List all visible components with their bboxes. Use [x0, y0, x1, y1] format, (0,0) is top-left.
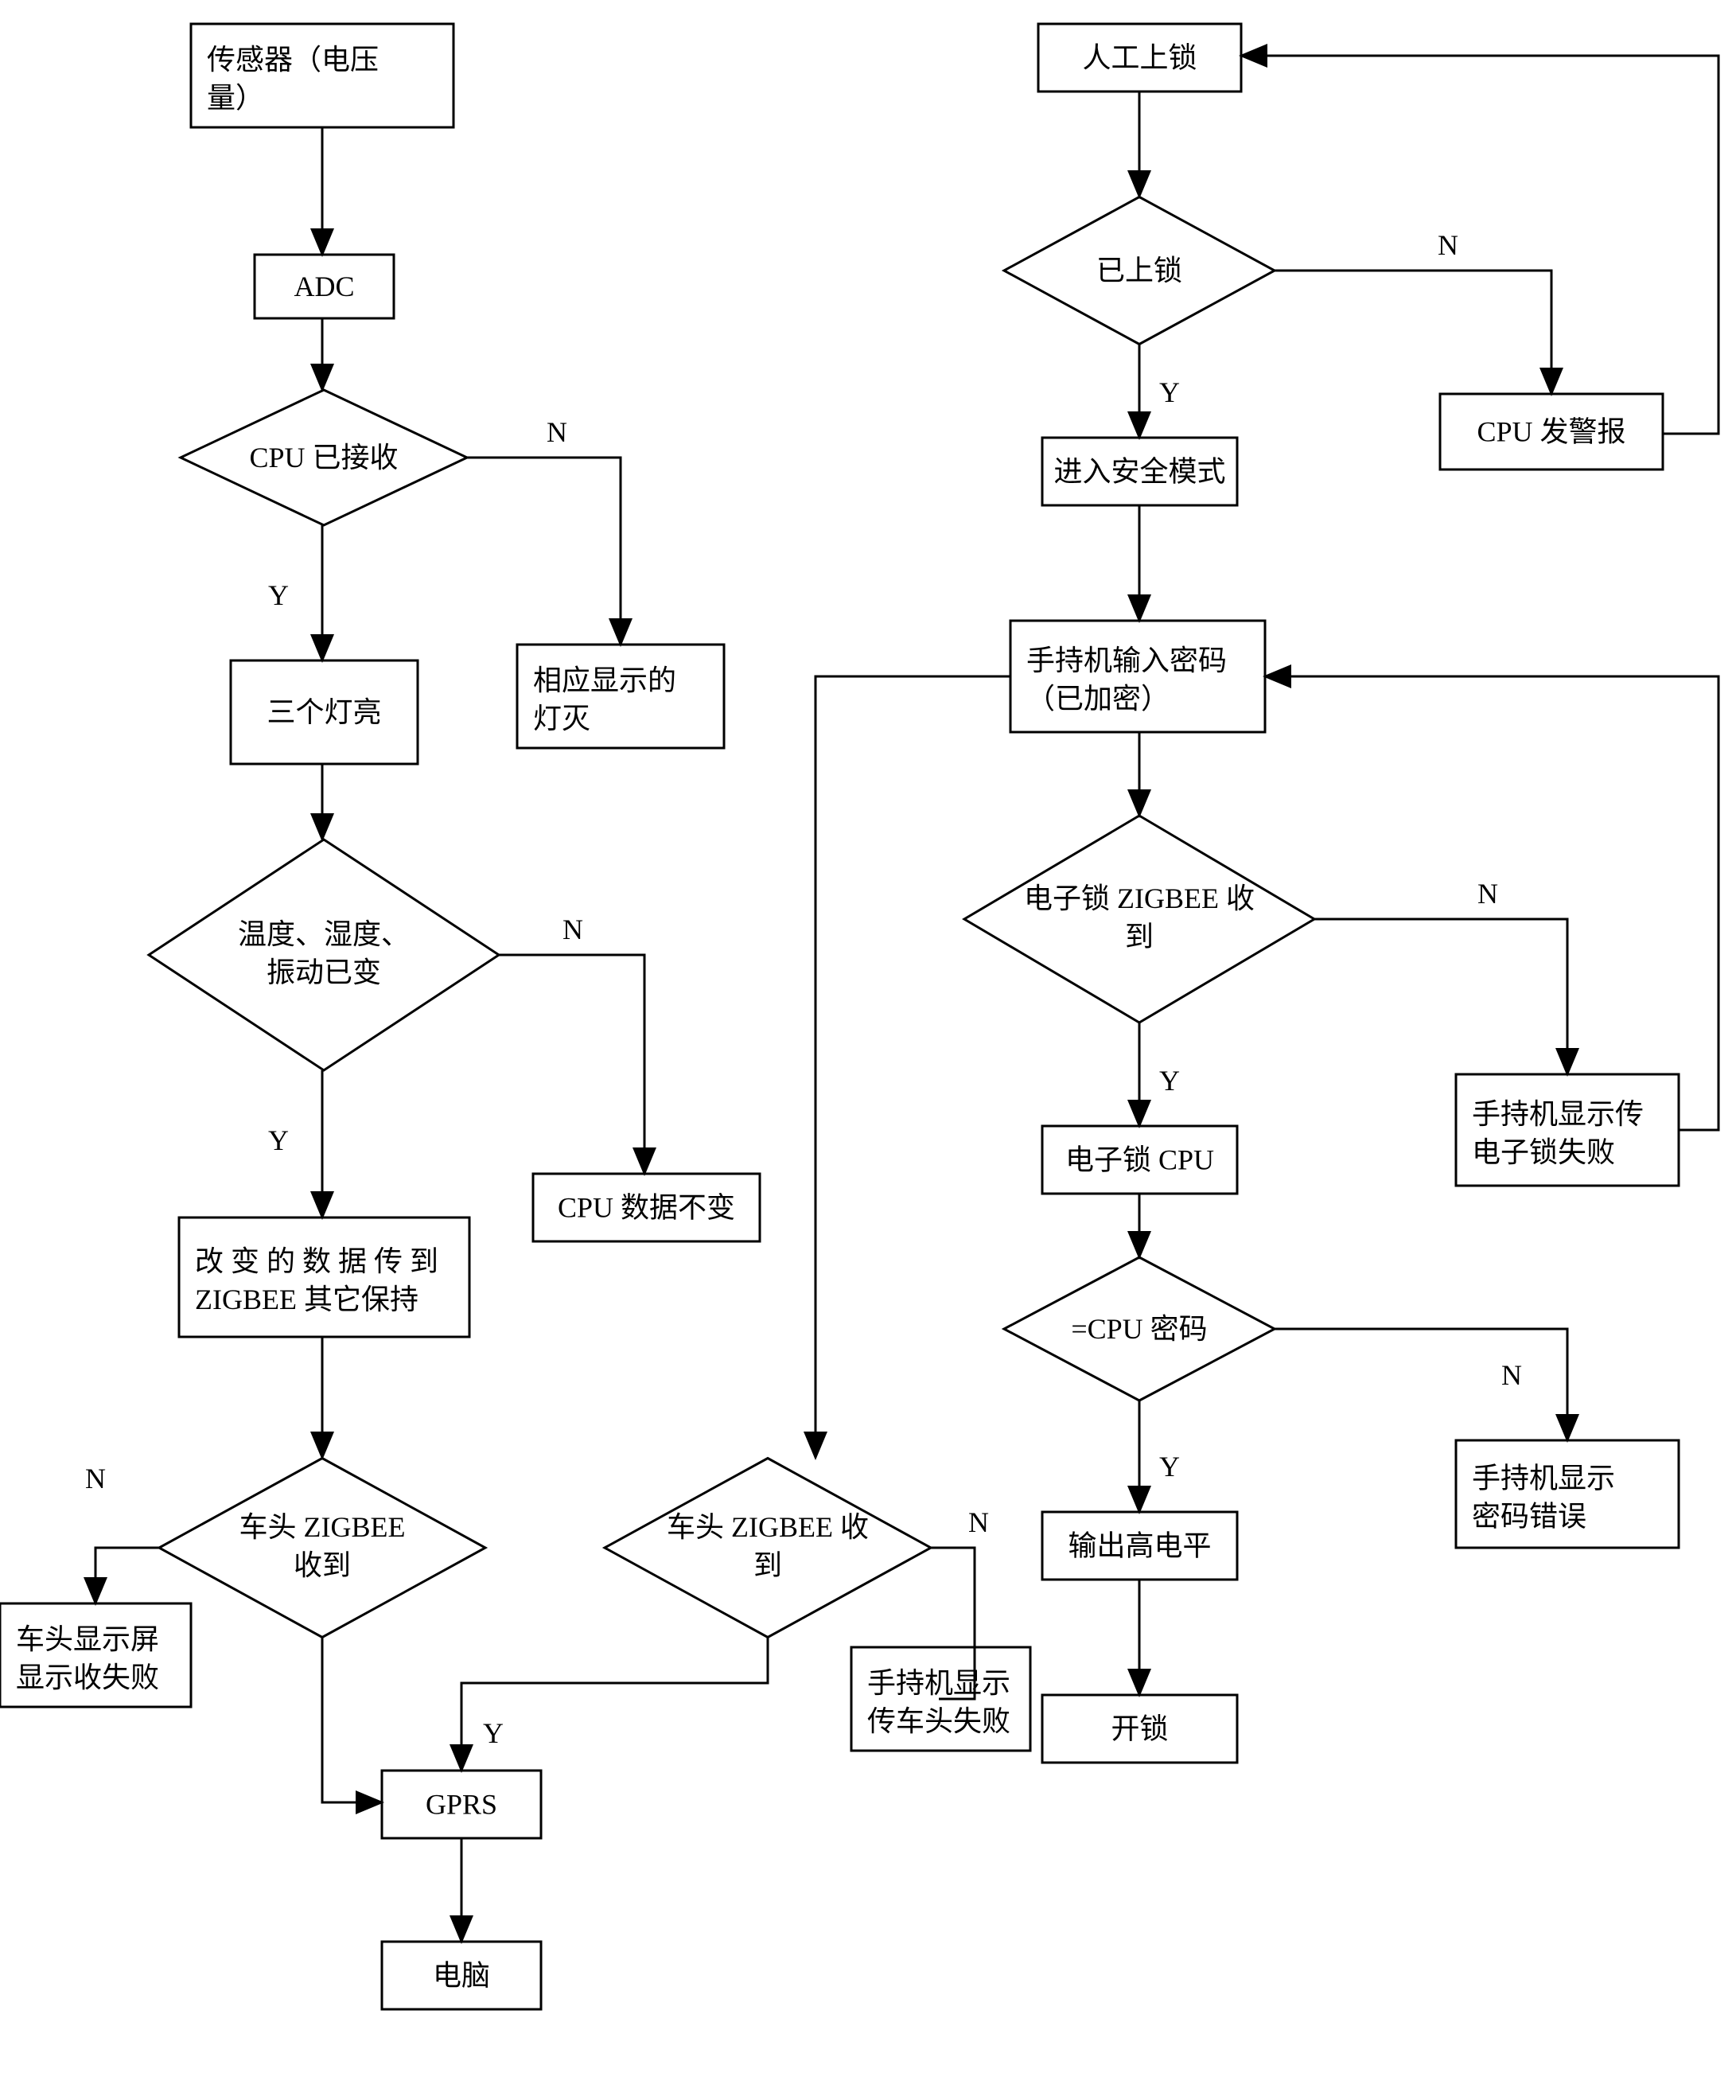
- svg-text:相应显示的: 相应显示的: [533, 664, 676, 696]
- svg-text:收到: 收到: [294, 1549, 351, 1581]
- edge-label: N: [968, 1506, 989, 1538]
- edge-label: Y: [1159, 1065, 1180, 1097]
- node-n8: 车头 ZIGBEE 收到: [605, 1459, 931, 1638]
- svg-text:电子锁 ZIGBEE 收: 电子锁 ZIGBEE 收: [1024, 882, 1255, 914]
- svg-text:CPU 发警报: CPU 发警报: [1477, 416, 1625, 448]
- edge: [95, 1548, 159, 1603]
- edge-label: Y: [1159, 1451, 1180, 1482]
- node-m2b: CPU 发警报: [1440, 394, 1663, 469]
- svg-text:到: 到: [1125, 921, 1154, 953]
- edge-label: N: [1501, 1359, 1522, 1391]
- edge-label: Y: [483, 1717, 504, 1749]
- svg-text:车头 ZIGBEE 收: 车头 ZIGBEE 收: [667, 1511, 869, 1543]
- svg-text:温度、湿度、: 温度、湿度、: [238, 918, 410, 950]
- edge-label: N: [1438, 229, 1458, 261]
- node-m5: 电子锁 ZIGBEE 收到: [964, 816, 1314, 1023]
- svg-text:（已加密）: （已加密）: [1026, 683, 1170, 715]
- svg-text:CPU 数据不变: CPU 数据不变: [558, 1192, 735, 1224]
- edge: [499, 955, 644, 1174]
- svg-text:手持机显示: 手持机显示: [867, 1667, 1010, 1699]
- node-n4b: 相应显示的灯灭: [517, 645, 724, 748]
- svg-text:振动已变: 振动已变: [267, 956, 381, 988]
- svg-text:显示收失败: 显示收失败: [16, 1662, 159, 1693]
- svg-text:GPRS: GPRS: [426, 1789, 497, 1821]
- node-n5: 温度、湿度、振动已变: [149, 840, 499, 1070]
- edge-label: N: [562, 914, 583, 945]
- node-n9: GPRS: [382, 1771, 541, 1838]
- node-n3: CPU 已接收: [181, 390, 467, 525]
- svg-text:到: 到: [753, 1549, 782, 1581]
- svg-text:手持机显示传: 手持机显示传: [1472, 1098, 1644, 1130]
- node-m1: 人工上锁: [1038, 24, 1241, 92]
- svg-text:输出高电平: 输出高电平: [1068, 1530, 1211, 1562]
- edge-label: N: [1477, 878, 1498, 910]
- svg-text:电子锁失败: 电子锁失败: [1472, 1136, 1615, 1168]
- edge-label: Y: [1159, 376, 1180, 408]
- edge: [322, 1638, 382, 1802]
- svg-text:电子锁 CPU: 电子锁 CPU: [1065, 1144, 1214, 1176]
- flowchart-canvas: 传感器（电压量） ADC CPU 已接收三个灯亮 相应显示的灯灭温度、湿度、振动已变改…: [0, 0, 1736, 2100]
- svg-text:车头 ZIGBEE: 车头 ZIGBEE: [239, 1511, 406, 1543]
- node-n7b: 车头显示屏显示收失败: [0, 1603, 191, 1707]
- svg-text:=CPU 密码: =CPU 密码: [1071, 1313, 1207, 1345]
- svg-text:量）: 量）: [207, 82, 264, 114]
- svg-text:三个灯亮: 三个灯亮: [267, 696, 381, 728]
- svg-text:密码错误: 密码错误: [1472, 1501, 1586, 1533]
- edge-label: Y: [268, 579, 289, 611]
- edge: [1241, 56, 1718, 434]
- node-n6b: CPU 数据不变: [533, 1174, 760, 1241]
- svg-text:已上锁: 已上锁: [1096, 255, 1182, 286]
- svg-text:灯灭: 灯灭: [533, 703, 590, 734]
- svg-text:ADC: ADC: [294, 271, 354, 302]
- node-m4: 手持机输入密码 （已加密）: [1010, 621, 1265, 732]
- edge-label: N: [85, 1463, 106, 1494]
- node-n7: 车头 ZIGBEE 收到: [159, 1459, 485, 1638]
- edge-label: Y: [268, 1124, 289, 1156]
- edge: [461, 1638, 768, 1771]
- edge: [815, 676, 1010, 1458]
- svg-text:ZIGBEE 其它保持: ZIGBEE 其它保持: [195, 1284, 418, 1315]
- node-m2: 已上锁: [1004, 197, 1275, 345]
- node-m7b: 手持机显示密码错误: [1456, 1440, 1679, 1548]
- edge-label: N: [547, 416, 567, 448]
- node-m8: 输出高电平: [1042, 1512, 1237, 1580]
- svg-text:进入安全模式: 进入安全模式: [1053, 456, 1225, 488]
- svg-text:CPU 已接收: CPU 已接收: [249, 442, 398, 473]
- svg-text:车头显示屏: 车头显示屏: [16, 1623, 159, 1655]
- node-n10: 电脑: [382, 1942, 541, 2009]
- svg-text:手持机显示: 手持机显示: [1472, 1463, 1615, 1494]
- node-n6: 改 变 的 数 据 传 到 ZIGBEE 其它保持: [179, 1218, 469, 1337]
- node-m6: 电子锁 CPU: [1042, 1126, 1237, 1194]
- node-n2: ADC: [255, 255, 394, 318]
- node-n1: 传感器（电压量）: [191, 24, 453, 127]
- svg-text:开锁: 开锁: [1111, 1713, 1168, 1745]
- node-m9: 开锁: [1042, 1695, 1237, 1763]
- svg-text:传车头失败: 传车头失败: [867, 1705, 1010, 1737]
- svg-text:手持机输入密码: 手持机输入密码: [1026, 645, 1227, 676]
- node-m3: 进入安全模式: [1042, 438, 1237, 505]
- svg-text:传感器（电压: 传感器（电压: [207, 44, 379, 76]
- edge: [467, 458, 621, 645]
- edge: [1275, 1329, 1567, 1440]
- node-m7: =CPU 密码: [1004, 1257, 1275, 1401]
- node-m5b: 手持机显示传电子锁失败: [1456, 1074, 1679, 1186]
- svg-text:改 变 的 数 据 传 到: 改 变 的 数 据 传 到: [195, 1245, 438, 1277]
- edge: [1275, 271, 1551, 394]
- svg-text:电脑: 电脑: [433, 1960, 490, 1992]
- edge: [1314, 919, 1567, 1074]
- node-n4: 三个灯亮: [231, 660, 418, 764]
- svg-text:人工上锁: 人工上锁: [1082, 42, 1197, 74]
